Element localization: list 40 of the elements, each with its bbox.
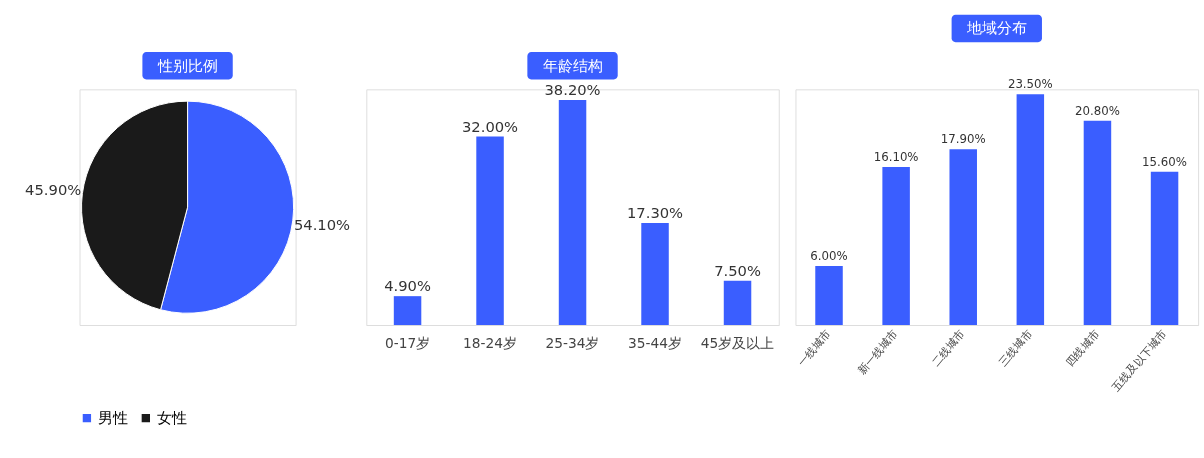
- x-tick-label: 五线及以下城市: [1109, 326, 1170, 395]
- bar: [476, 136, 504, 326]
- legend-label: 男性: [98, 409, 129, 426]
- data-label: 15.60%: [1142, 154, 1187, 169]
- data-label: 32.00%: [461, 117, 519, 135]
- data-label: 4.90%: [384, 277, 431, 295]
- data-label: 54.10%: [293, 215, 351, 233]
- bar: [723, 280, 752, 326]
- x-tick-label: 四线城市: [1063, 326, 1102, 369]
- bar: [815, 266, 843, 326]
- bar: [393, 296, 422, 326]
- data-label: 6.00%: [810, 249, 848, 264]
- bar: [1150, 171, 1179, 326]
- x-tick-label: 一线城市: [795, 326, 834, 369]
- bar: [1016, 94, 1045, 326]
- bar: [1083, 120, 1112, 326]
- x-tick-label: 45岁及以上: [700, 335, 775, 352]
- x-tick-label: 二线城市: [929, 326, 968, 369]
- data-label: 7.50%: [714, 261, 761, 279]
- x-tick-label: 三线城市: [996, 326, 1035, 369]
- chart-title: 性别比例: [156, 56, 218, 74]
- data-label: 45.90%: [25, 180, 82, 198]
- x-tick-label: 0-17岁: [384, 335, 431, 352]
- data-label: 17.90%: [940, 132, 986, 147]
- data-label: 23.50%: [1007, 77, 1053, 92]
- x-tick-label: 18-24岁: [463, 335, 518, 352]
- data-label: 16.10%: [873, 150, 919, 165]
- bar: [882, 166, 910, 326]
- data-label: 20.80%: [1075, 103, 1120, 118]
- x-tick-label: 新一线城市: [855, 326, 901, 378]
- chart-title: 年龄结构: [542, 56, 603, 74]
- bar: [558, 99, 587, 326]
- data-label: 17.30%: [626, 204, 684, 222]
- legend-label: 女性: [157, 409, 188, 426]
- x-tick-label: 25-34岁: [545, 335, 600, 352]
- x-tick-label: 35-44岁: [628, 335, 682, 352]
- bar: [641, 223, 669, 326]
- chart-title: 地域分布: [965, 19, 1027, 37]
- data-label: 38.20%: [544, 81, 601, 99]
- bar: [949, 149, 977, 326]
